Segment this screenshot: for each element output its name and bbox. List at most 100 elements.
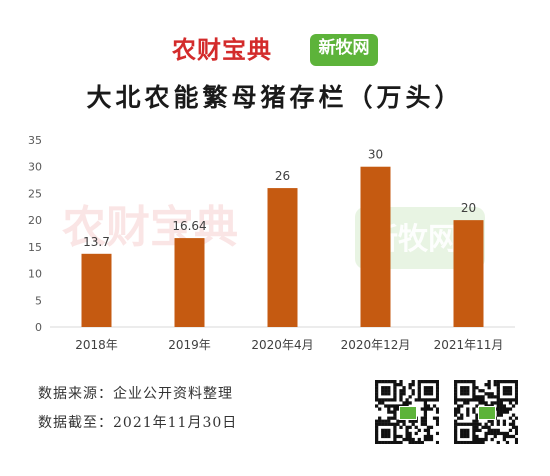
qr-module (408, 383, 412, 387)
qr-module (393, 392, 397, 396)
qr-module (487, 386, 491, 390)
qr-module (472, 383, 476, 387)
qr-module (493, 383, 497, 387)
qr-module (435, 431, 440, 436)
qr-module (496, 392, 500, 396)
qr-module (393, 431, 397, 436)
qr-module (408, 440, 412, 445)
qr-module (411, 383, 415, 387)
y-tick-label: 25 (28, 187, 42, 200)
qr-module (408, 434, 412, 439)
qr-module (460, 416, 464, 420)
qr-module (375, 422, 379, 426)
qr-module (514, 383, 519, 387)
qr-module (408, 401, 412, 405)
qr-module (396, 407, 400, 411)
qr-module (375, 380, 379, 384)
qr-module (381, 440, 385, 445)
qr-module (384, 386, 388, 390)
qr-module (423, 401, 428, 405)
qr-module (502, 431, 507, 436)
qr-module (387, 434, 391, 439)
qr-module (405, 398, 409, 402)
qr-module (454, 398, 458, 402)
qr-module (411, 392, 415, 396)
qr-module (514, 380, 519, 384)
x-tick-label: 2018年 (75, 338, 118, 352)
qr-module (375, 398, 379, 402)
qr-module (469, 380, 473, 384)
qr-module (472, 434, 476, 439)
qr-module (399, 398, 403, 402)
qr-module (463, 401, 467, 405)
qr-module (460, 413, 464, 417)
qr-module (475, 386, 479, 390)
bar (360, 166, 391, 327)
qr-module (399, 440, 403, 445)
qr-module (381, 401, 385, 405)
qr-module (417, 380, 421, 384)
qr-module (514, 440, 519, 445)
qr-module (499, 380, 503, 384)
qr-module (399, 383, 403, 387)
qr-module (496, 419, 500, 423)
qr-module (393, 440, 397, 445)
qr-code-xmw (454, 380, 519, 445)
qr-module (475, 398, 479, 402)
qr-module (496, 386, 500, 390)
qr-module (481, 401, 485, 405)
qr-module (472, 389, 476, 393)
qr-module (505, 386, 510, 390)
qr-module (484, 437, 488, 442)
qr-module (378, 407, 382, 411)
qr-module (399, 425, 403, 429)
bar-chart: 农财宝典 新牧网0510152025303513.72018年16.642019年… (28, 134, 515, 352)
qr-module (454, 407, 458, 411)
qr-module (417, 392, 421, 396)
qr-module (387, 440, 391, 445)
qr-module (478, 437, 482, 442)
qr-module (454, 386, 458, 390)
qr-module (502, 392, 507, 396)
qr-module (384, 428, 388, 433)
qr-module (423, 392, 428, 396)
qr-module (378, 422, 382, 426)
qr-module (414, 431, 418, 436)
qr-module (435, 398, 440, 402)
qr-module (454, 431, 458, 436)
qr-module (499, 410, 503, 414)
qr-module (508, 386, 513, 390)
qr-module (454, 380, 458, 384)
qr-module (493, 431, 497, 436)
qr-module (393, 428, 397, 433)
qr-module (502, 437, 507, 442)
qr-module (384, 431, 388, 436)
data-label: 30 (368, 148, 383, 162)
qr-module (420, 416, 424, 420)
qr-module (405, 431, 409, 436)
qr-module (435, 386, 440, 390)
qr-module (426, 392, 431, 396)
qr-module (420, 407, 424, 411)
qr-module (472, 380, 476, 384)
qr-module (457, 404, 461, 408)
qr-module (387, 416, 391, 420)
data-label: 26 (275, 169, 290, 183)
y-tick-label: 10 (28, 268, 42, 281)
qr-module (454, 437, 458, 442)
qr-module (387, 398, 391, 402)
qr-module (472, 419, 476, 423)
data-label: 20 (461, 201, 476, 215)
qr-module (423, 413, 428, 417)
brand-logo-secondary-text: 新牧网 (318, 38, 370, 58)
qr-module (457, 380, 461, 384)
qr-module (457, 410, 461, 414)
qr-module (478, 422, 482, 426)
qr-module (472, 410, 476, 414)
qr-module (375, 383, 379, 387)
qr-module (514, 425, 519, 429)
qr-module (505, 389, 510, 393)
qr-module (408, 419, 412, 423)
qr-module (432, 416, 437, 420)
qr-module (411, 422, 415, 426)
